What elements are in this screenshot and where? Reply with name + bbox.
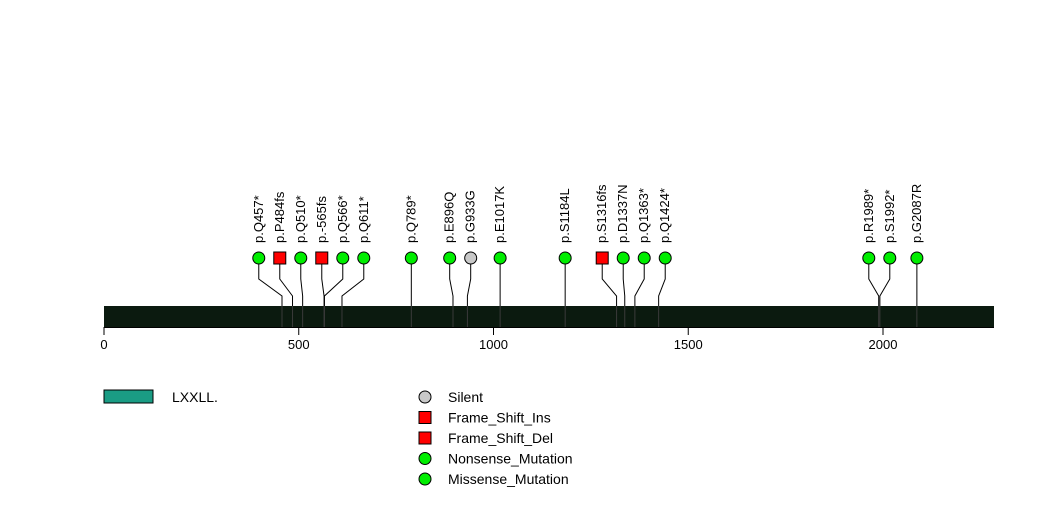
mutation-label: p.S1316fs — [594, 184, 609, 243]
mutation-marker — [273, 251, 287, 265]
mutation-label: p.Q1424* — [657, 188, 672, 243]
mutation-marker — [637, 251, 651, 265]
legend-mutation-label: Frame_Shift_Del — [448, 430, 553, 446]
mutation-stem — [279, 258, 294, 306]
mutation-stem — [868, 258, 880, 306]
legend-domain-label: LXXLL. — [172, 389, 218, 405]
mutation-label: p.S1184L — [557, 188, 572, 243]
legend-domain-swatch — [103, 389, 154, 404]
mutation-marker — [910, 251, 924, 265]
mutation-stem — [323, 258, 344, 306]
mutation-label: p.-565fs — [314, 196, 329, 243]
mutation-label: p.Q1363* — [636, 188, 651, 243]
x-axis-tick-label: 2000 — [869, 337, 898, 352]
mutation-marker — [464, 251, 478, 265]
mutation-marker — [336, 251, 350, 265]
mutation-stem — [321, 258, 325, 306]
mutation-stem — [622, 258, 626, 306]
x-axis-tick-label: 0 — [100, 337, 107, 352]
legend-mutation-label: Frame_Shift_Ins — [448, 410, 551, 426]
legend-marker — [418, 472, 432, 486]
mutation-label: p.Q510* — [293, 195, 308, 243]
legend-marker — [418, 452, 432, 465]
mutation-label: p.Q457* — [251, 195, 266, 243]
legend-mutation-label: Silent — [448, 389, 483, 405]
mutation-marker — [862, 251, 876, 265]
mutation-marker — [252, 251, 266, 265]
mutation-label: p.E896Q — [442, 192, 457, 243]
mutation-label: p.P484fs — [272, 191, 287, 243]
mutation-stem — [341, 258, 365, 306]
mutation-label: p.Q789* — [403, 195, 418, 243]
protein-backbone — [104, 306, 994, 327]
mutation-marker — [315, 251, 329, 265]
mutation-label: p.Q566* — [335, 195, 350, 243]
mutation-label: p.Q611* — [356, 196, 371, 243]
mutation-marker — [658, 251, 672, 265]
legend-mutation-label: Nonsense_Mutation — [448, 451, 573, 467]
mutation-stem — [601, 258, 618, 306]
mutation-marker — [558, 251, 572, 265]
mutation-marker — [357, 251, 371, 265]
mutation-marker — [404, 251, 418, 265]
mutation-label: p.D1337N — [615, 184, 630, 243]
legend-marker — [418, 431, 432, 445]
mutation-marker — [443, 251, 457, 265]
x-axis-tick-label: 500 — [288, 337, 310, 352]
x-axis-tick-label: 1500 — [674, 337, 703, 352]
mutation-stem — [300, 258, 304, 306]
mutation-stem — [879, 258, 891, 306]
mutation-label: p.E1017K — [492, 186, 507, 243]
mutation-marker — [493, 251, 507, 265]
mutation-stem — [258, 258, 283, 306]
mutation-marker — [595, 251, 609, 265]
mutation-marker — [883, 251, 897, 265]
mutation-stem — [634, 258, 645, 306]
legend-marker — [418, 390, 432, 404]
legend-mutation-label: Missense_Mutation — [448, 471, 569, 487]
mutation-stem — [658, 258, 666, 306]
mutation-stem — [449, 258, 454, 306]
mutation-marker — [616, 251, 630, 265]
mutation-marker — [294, 251, 308, 265]
mutation-label: p.R1989* — [861, 189, 876, 243]
mutation-label: p.G2087R — [909, 184, 924, 243]
x-axis-tick-label: 1000 — [479, 337, 508, 352]
mutation-label: p.S1992* — [882, 190, 897, 244]
legend-marker — [418, 411, 432, 424]
mutation-label: p.G933G — [463, 190, 478, 243]
mutation-stem — [466, 258, 472, 306]
